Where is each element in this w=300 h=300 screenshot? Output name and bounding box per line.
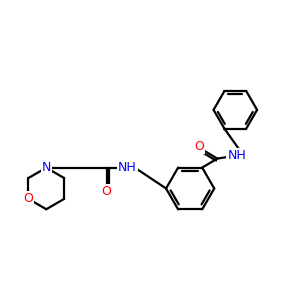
Text: O: O: [23, 192, 33, 206]
Text: N: N: [42, 161, 51, 174]
Text: O: O: [195, 140, 205, 153]
Text: NH: NH: [118, 161, 137, 174]
Text: NH: NH: [227, 149, 246, 162]
Text: O: O: [102, 185, 111, 199]
